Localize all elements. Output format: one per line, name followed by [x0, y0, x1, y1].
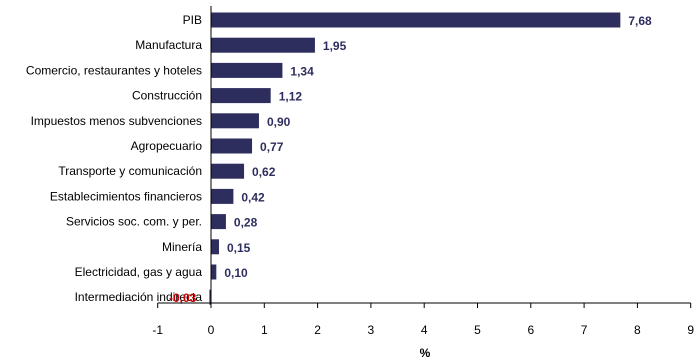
x-tick-label: 4 — [421, 323, 428, 337]
value-label-mineria: 0,15 — [227, 241, 251, 255]
category-label-establecimientos-financieros: Establecimientos financieros — [50, 189, 202, 203]
category-label-comercio-restaurantes-y-hoteles: Comercio, restaurantes y hoteles — [26, 63, 202, 77]
bar-mineria — [211, 239, 219, 255]
value-labels: 7,68 1,95 1,34 1,12 0,90 0,77 0,62 0,42 0,28 0,15… — [169, 14, 652, 305]
x-tick-label: 0 — [208, 323, 215, 337]
x-tick-label: 5 — [474, 323, 481, 337]
bar-electricidad-gas-y-agua — [211, 264, 217, 280]
category-label-intermediacion-indirecta: Intermediación indirecta — [75, 290, 203, 304]
value-label-pib: 7,68 — [628, 14, 652, 28]
value-label-impuestos-menos-subvenciones: 0,90 — [267, 115, 291, 129]
x-tick-label: 1 — [261, 323, 268, 337]
bar-impuestos-menos-subvenciones — [211, 113, 259, 129]
category-label-transporte-y-comunicacion: Transporte y comunicación — [58, 164, 202, 178]
bar-pib — [211, 12, 621, 28]
x-tick-label: 9 — [687, 323, 694, 337]
x-tick-label: 8 — [634, 323, 641, 337]
value-label-electricidad-gas-y-agua: 0,10 — [224, 266, 248, 280]
x-tick-label: 2 — [314, 323, 321, 337]
category-label-impuestos-menos-subvenciones: Impuestos menos subvenciones — [31, 114, 202, 128]
x-tick-label: 6 — [527, 323, 534, 337]
x-tick-label: 7 — [581, 323, 588, 337]
value-label-comercio-restaurantes-y-hoteles: 1,34 — [290, 64, 314, 78]
category-label-pib: PIB — [183, 13, 202, 27]
value-label-manufactura: 1,95 — [323, 39, 347, 53]
bars-group — [209, 12, 621, 305]
value-label-construccion: 1,12 — [279, 90, 303, 104]
x-tick-label: -1 — [152, 323, 163, 337]
category-label-construccion: Construcción — [132, 89, 202, 103]
category-label-servicios-soc-com-y-per: Servicios soc. com. y per. — [66, 215, 202, 229]
category-label-mineria: Minería — [162, 240, 202, 254]
bar-agropecuario — [211, 138, 253, 154]
bar-servicios-soc-com-y-per — [211, 214, 226, 230]
x-tick-labels: -1 0 1 2 3 4 5 6 7 8 9 — [152, 323, 694, 337]
category-label-manufactura: Manufactura — [135, 38, 202, 52]
category-labels: PIB Manufactura Comercio, restaurantes y h… — [26, 13, 202, 304]
bar-transporte-y-comunicacion — [211, 163, 245, 179]
value-label-intermediacion-indirecta: -0,03 — [169, 291, 197, 305]
bar-construccion — [211, 88, 271, 104]
value-label-transporte-y-comunicacion: 0,62 — [252, 165, 276, 179]
value-label-establecimientos-financieros: 0,42 — [241, 190, 265, 204]
value-label-agropecuario: 0,77 — [260, 140, 284, 154]
x-axis-title: % — [420, 346, 431, 360]
value-label-servicios-soc-com-y-per: 0,28 — [234, 216, 258, 230]
category-label-electricidad-gas-y-agua: Electricidad, gas y agua — [75, 265, 203, 279]
category-label-agropecuario: Agropecuario — [131, 139, 203, 153]
x-tick-label: 3 — [368, 323, 375, 337]
x-axis — [157, 6, 692, 308]
bar-intermediacion-indirecta — [209, 289, 211, 305]
bar-manufactura — [211, 37, 315, 53]
bar-comercio-restaurantes-y-hoteles — [211, 62, 283, 78]
bar-establecimientos-financieros — [211, 188, 234, 204]
